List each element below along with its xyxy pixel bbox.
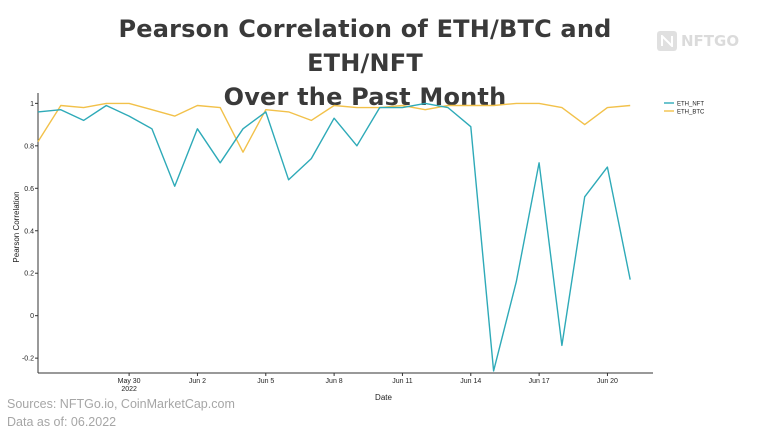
x-tick-label: Jun 8 [326, 378, 343, 385]
series-line-eth-nft [37, 102, 631, 372]
x-tick-label: Jun 2 [189, 378, 206, 385]
chart-series-layer [37, 102, 631, 372]
chart-title: Pearson Correlation of ETH/BTC and ETH/N… [60, 12, 670, 114]
sources-note: Sources: NFTGo.io, CoinMarketCap.com [7, 397, 235, 411]
y-tick-label: 0.8 [24, 143, 34, 150]
legend-label-eth-nft: ETH_NFT [677, 101, 704, 107]
x-tick-label: Jun 11 [392, 378, 413, 385]
x-tick-label: May 30 [118, 378, 141, 385]
nftgo-logo-icon [657, 31, 677, 51]
x-tick-label: Jun 14 [460, 378, 481, 385]
x-axis-label: Date [375, 393, 392, 402]
data-date-note: Data as of: 06.2022 [7, 415, 117, 429]
y-tick-label: 0 [30, 313, 34, 320]
x-tick-label: Jun 17 [529, 378, 550, 385]
x-tick-label: Jun 20 [597, 378, 618, 385]
chart-title-line-1: Pearson Correlation of ETH/BTC and ETH/N… [118, 15, 612, 77]
y-tick-label: 0.6 [24, 186, 34, 193]
legend-label-eth-btc: ETH_BTC [677, 109, 705, 115]
nftgo-logo-text: NFTGO [681, 32, 740, 50]
x-tick-sublabel: 2022 [121, 386, 137, 393]
y-tick-label: 0.2 [24, 271, 34, 278]
x-tick-label: Jun 5 [257, 378, 274, 385]
y-tick-label: 1 [30, 101, 34, 108]
chart-title-line-2: Over the Past Month [223, 83, 507, 111]
y-tick-label: -0.2 [22, 356, 34, 363]
nftgo-logo: NFTGO [657, 30, 739, 52]
y-axis-label: Pearson Correlation [12, 191, 21, 262]
series-line-eth-btc [37, 102, 631, 153]
chart-legend: ETH_NFT ETH_BTC [664, 101, 705, 115]
y-tick-label: 0.4 [24, 228, 34, 235]
